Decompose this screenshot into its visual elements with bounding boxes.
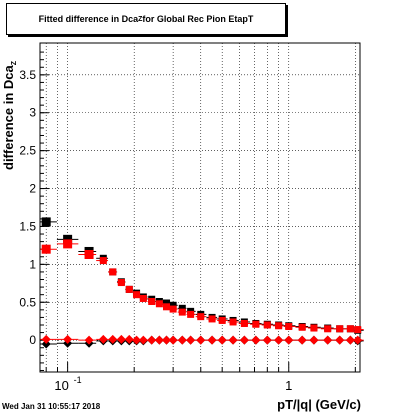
y-tick-label: 0	[29, 333, 36, 347]
data-point	[353, 335, 363, 345]
data-point	[84, 250, 94, 259]
x-tick-label-exponent: -1	[74, 375, 82, 385]
ylabel-main: difference in Dca	[1, 65, 16, 170]
plot-frame	[39, 42, 361, 373]
data-point	[84, 335, 94, 345]
data-point	[125, 285, 133, 293]
data-point	[309, 335, 319, 345]
data-point	[310, 324, 318, 332]
data-point	[274, 335, 284, 345]
data-point	[354, 326, 362, 334]
data-point	[285, 323, 293, 331]
data-point	[323, 335, 333, 345]
datestamp: Wed Jan 31 10:55:17 2018	[2, 402, 101, 411]
title-rest: for Global Rec Pion EtapT	[142, 14, 254, 24]
data-point	[116, 334, 126, 344]
data-point	[162, 335, 172, 345]
data-point	[63, 234, 73, 244]
data-series	[40, 217, 364, 349]
data-point	[186, 335, 196, 345]
y-tick-label: 2	[29, 182, 36, 196]
data-point	[345, 335, 355, 345]
series-red-square	[40, 239, 364, 334]
y-tick-label: 1.5	[19, 219, 36, 233]
y-tick-label: 0.5	[19, 295, 36, 309]
data-point	[187, 310, 195, 318]
data-point	[163, 303, 171, 311]
ylabel-sub: Z	[11, 60, 18, 66]
data-point	[284, 335, 294, 345]
data-point	[163, 299, 171, 307]
data-point	[252, 320, 260, 328]
data-point	[139, 294, 147, 302]
title-main: Fitted difference in Dca	[38, 14, 139, 24]
data-point	[298, 323, 306, 331]
grid-lines	[40, 43, 360, 372]
data-point	[218, 316, 226, 324]
data-point	[324, 325, 332, 333]
data-point	[335, 335, 345, 345]
data-point	[217, 335, 227, 345]
data-point	[239, 335, 249, 345]
data-point	[169, 305, 177, 313]
data-point	[178, 304, 186, 312]
data-point	[155, 300, 163, 308]
y-tick-label: 3.5	[19, 68, 36, 82]
data-point	[63, 239, 73, 249]
data-point	[154, 335, 164, 345]
series-red-diamond	[40, 334, 364, 345]
data-point	[138, 335, 148, 345]
data-point	[148, 298, 156, 305]
data-point	[41, 217, 51, 227]
chart-title: Fitted difference in Dca Z for Global Rec…	[6, 3, 286, 35]
data-point	[133, 291, 141, 299]
data-point	[41, 244, 51, 254]
data-point	[132, 335, 142, 345]
data-point	[41, 339, 51, 349]
x-tick-label: 10	[54, 378, 68, 393]
data-point	[117, 279, 125, 287]
data-point	[196, 335, 206, 345]
title-sub: Z	[138, 15, 143, 23]
data-point	[108, 334, 118, 344]
data-point	[336, 325, 344, 333]
y-axis-label: difference in DcaZ	[1, 61, 18, 170]
data-point	[263, 321, 271, 329]
data-point	[168, 335, 178, 345]
y-tick-label: 3	[29, 106, 36, 120]
data-point	[251, 335, 261, 345]
data-point	[275, 322, 283, 330]
axes: 0 0.5 1 1.5 2 2.5 3 3.5 10 -1 1	[19, 42, 361, 393]
data-point	[147, 335, 157, 345]
data-point	[98, 334, 108, 344]
data-point	[208, 315, 216, 323]
data-point	[177, 335, 187, 345]
data-point	[99, 257, 107, 265]
data-point	[63, 334, 73, 344]
y-tick-label: 2.5	[19, 144, 36, 158]
data-point	[297, 335, 307, 345]
data-point	[178, 308, 186, 316]
data-point	[41, 334, 51, 344]
data-point	[229, 318, 237, 326]
data-point	[124, 334, 134, 344]
data-point	[228, 335, 238, 345]
y-tick-label: 1	[29, 257, 36, 271]
data-point	[207, 335, 217, 345]
data-point	[262, 335, 272, 345]
data-point	[169, 301, 177, 309]
data-point	[240, 319, 248, 327]
x-axis-label: pT/|q| (GeV/c)	[277, 397, 361, 412]
data-point	[109, 268, 117, 276]
data-point	[346, 325, 354, 333]
data-point	[197, 313, 205, 321]
x-tick-label: 1	[285, 378, 292, 393]
